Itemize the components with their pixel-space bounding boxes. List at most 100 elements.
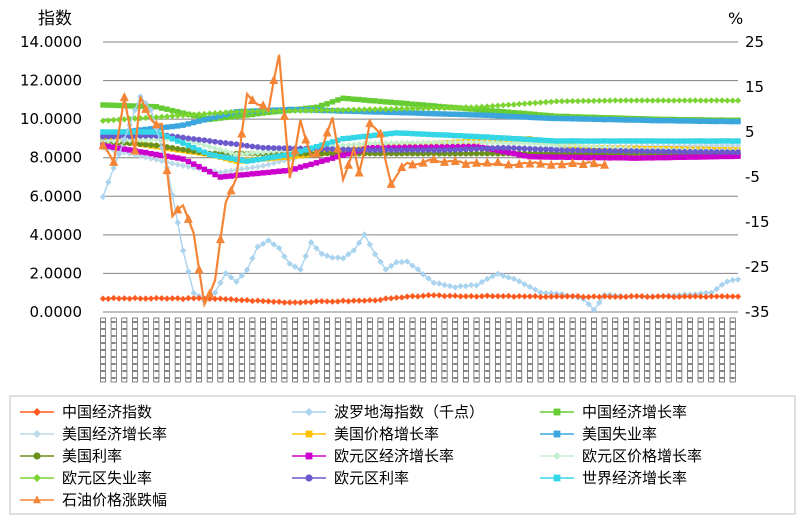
data-point [569, 97, 576, 105]
data-point [495, 135, 501, 141]
data-point [564, 154, 570, 161]
x-tick-mark [505, 317, 512, 383]
data-point [681, 138, 688, 144]
data-point [457, 138, 464, 146]
data-point [521, 293, 528, 300]
data-point [148, 129, 154, 135]
data-point [734, 97, 742, 104]
data-point [237, 128, 247, 138]
data-point [259, 149, 267, 156]
data-point [425, 104, 432, 112]
legend-marker [305, 452, 313, 460]
data-point [435, 280, 443, 287]
data-point [505, 113, 512, 120]
data-point [324, 140, 330, 147]
data-point [153, 142, 160, 149]
data-point [420, 131, 426, 137]
data-point [697, 97, 704, 104]
data-point [702, 293, 710, 301]
data-point [569, 292, 576, 300]
data-point [521, 110, 528, 117]
data-point [147, 106, 155, 114]
data-point [260, 156, 266, 162]
data-point [105, 117, 112, 124]
data-point [116, 145, 122, 151]
data-point [414, 293, 422, 300]
data-point [174, 123, 181, 129]
data-point [510, 275, 518, 283]
data-point [148, 150, 154, 157]
data-point [211, 289, 219, 296]
data-point [596, 299, 603, 306]
data-point [297, 266, 304, 273]
data-point [649, 148, 656, 155]
data-point [276, 153, 282, 159]
data-point [158, 152, 165, 159]
data-point [393, 259, 400, 266]
series-layer [98, 54, 742, 314]
data-point [655, 148, 661, 155]
legend-marker [553, 474, 561, 482]
data-point [260, 144, 266, 151]
data-point [612, 155, 618, 161]
data-point [211, 145, 219, 152]
data-point [559, 154, 565, 160]
data-point [590, 306, 598, 314]
data-point [99, 295, 107, 302]
right-axis-ticks: -35 -25 -15 -5 5 15 25 [745, 33, 770, 321]
data-point [724, 142, 731, 149]
data-point [383, 131, 389, 137]
data-point [708, 138, 715, 144]
data-point [393, 130, 400, 136]
data-point [372, 98, 378, 104]
data-point [222, 148, 229, 155]
data-point [345, 141, 352, 149]
data-point [548, 98, 555, 106]
data-point [708, 118, 715, 125]
data-point [211, 110, 219, 117]
x-tick-mark [548, 317, 555, 383]
x-tick-mark [697, 317, 704, 383]
data-point [489, 273, 496, 280]
data-point [345, 151, 352, 157]
data-point [532, 140, 539, 148]
data-point [110, 133, 117, 140]
data-point [708, 289, 715, 296]
data-point [238, 272, 245, 280]
data-point [132, 103, 138, 109]
data-point [430, 147, 437, 153]
data-point [148, 126, 154, 132]
legend-marker [305, 430, 313, 438]
data-point [473, 150, 480, 157]
data-point [660, 292, 667, 300]
data-point [617, 117, 624, 123]
data-point [259, 162, 267, 169]
data-point [553, 147, 560, 153]
data-point [115, 151, 123, 158]
data-point [425, 147, 432, 153]
x-tick-mark [623, 317, 629, 383]
data-point [441, 104, 448, 112]
data-point [121, 116, 128, 123]
data-point [516, 140, 523, 147]
data-point [467, 104, 475, 111]
data-point [478, 278, 486, 286]
data-point [201, 149, 208, 155]
data-point [644, 117, 651, 124]
data-point [494, 270, 502, 278]
data-point [639, 155, 645, 161]
legend-item: 欧元区价格增长率 [540, 447, 702, 465]
data-point [265, 144, 272, 151]
data-point [291, 107, 299, 114]
data-point [318, 150, 325, 157]
data-point [633, 117, 640, 123]
data-point [681, 118, 688, 124]
data-point [366, 140, 374, 147]
data-point [174, 219, 181, 226]
data-point [676, 148, 683, 155]
data-point [537, 112, 544, 118]
data-point [447, 111, 453, 117]
data-point [233, 278, 240, 285]
data-point [612, 138, 618, 144]
data-point [254, 163, 261, 170]
